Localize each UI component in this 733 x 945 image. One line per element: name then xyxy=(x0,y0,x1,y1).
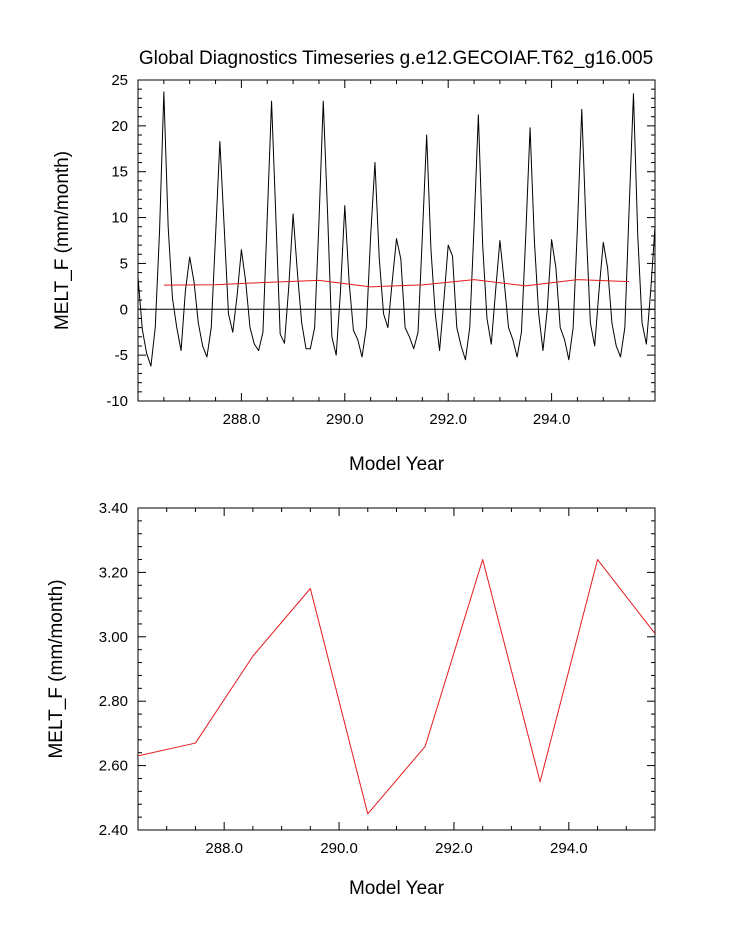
x-tick-label: 292.0 xyxy=(429,411,467,428)
y-tick-label: 3.00 xyxy=(99,629,128,646)
series-line-annual xyxy=(163,279,630,288)
x-axis-label: Model Year xyxy=(349,454,445,475)
x-tick-label: 290.0 xyxy=(326,411,364,428)
y-tick-label: 3.40 xyxy=(99,500,128,517)
y-tick-label: 15 xyxy=(111,164,128,181)
chart-bottom-annual-mean: 288.0 290.0 292.0 294.0 2.40 2.60 2.80 3.00 3.20… xyxy=(46,500,656,899)
x-tick-label: 294.0 xyxy=(550,840,588,857)
y-tick-label: 2.80 xyxy=(99,693,128,710)
y-axis-label: MELT_F (mm/month) xyxy=(52,151,73,330)
y-tick-label: 0 xyxy=(120,301,128,318)
y-axis-label: MELT_F (mm/month) xyxy=(46,579,67,758)
x-axis-label: Model Year xyxy=(349,878,445,899)
x-tick-label: 288.0 xyxy=(223,411,261,428)
y-tick-label: 3.20 xyxy=(99,564,128,581)
y-tick-label: 25 xyxy=(111,72,128,89)
x-tick-label: 290.0 xyxy=(320,840,358,857)
y-tick-label: 5 xyxy=(120,255,128,272)
y-tick-label: -5 xyxy=(115,347,128,364)
plot-frame xyxy=(137,507,656,831)
x-tick-label: 288.0 xyxy=(205,840,243,857)
series-line-monthly xyxy=(138,91,655,367)
y-tick-label: 2.40 xyxy=(99,822,128,839)
y-tick-label: 10 xyxy=(111,210,128,227)
x-tick-label: 294.0 xyxy=(533,411,571,428)
series-line-annual xyxy=(138,559,655,815)
chart-top-timeseries: 288.0 290.0 292.0 294.0 -10 -5 0 5 10 15 20 25 Model… xyxy=(52,72,656,475)
y-tick-label: 2.60 xyxy=(99,758,128,775)
y-tick-label: -10 xyxy=(106,393,128,410)
x-tick-label: 292.0 xyxy=(435,840,473,857)
page-title: Global Diagnostics Timeseries g.e12.GECO… xyxy=(139,48,653,69)
y-tick-label: 20 xyxy=(111,118,128,135)
